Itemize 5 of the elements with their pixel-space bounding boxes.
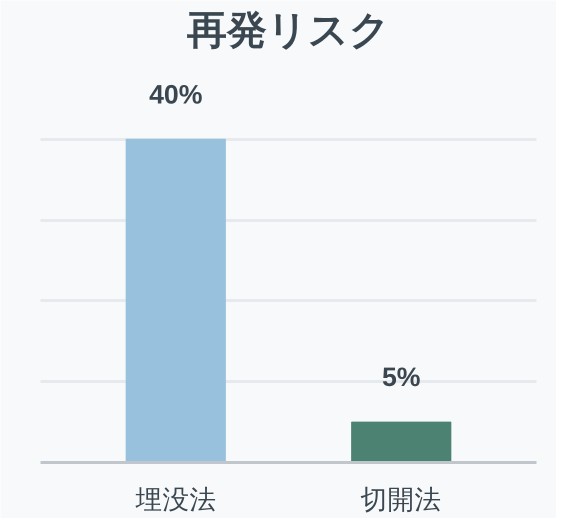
data-label: 5% [382, 362, 420, 392]
data-label: 40% [149, 79, 202, 110]
x-tick-label: 埋没法 [134, 484, 216, 516]
chart-title: 再発リスク [186, 8, 390, 54]
x-tick-label: 切開法 [360, 484, 442, 516]
